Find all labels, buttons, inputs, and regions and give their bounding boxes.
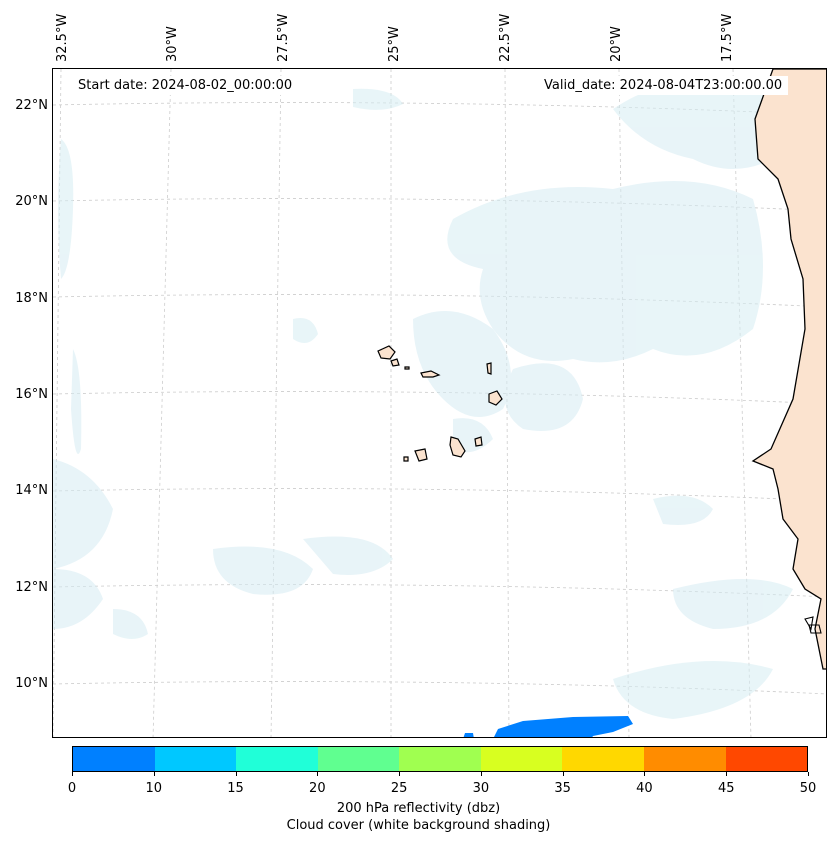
- lon-label-30W: 30°W: [165, 26, 180, 62]
- meridian: [504, 69, 510, 737]
- colorbar: [72, 746, 808, 772]
- lon-label-20W: 20°W: [609, 26, 624, 62]
- island-sao-nicolau: [420, 370, 441, 378]
- island-sal: [486, 362, 492, 375]
- cloud-patch: [53, 459, 113, 569]
- island-sao-vicente: [390, 358, 400, 367]
- start-date-label: Start date: 2024-08-02_00:00:00: [72, 76, 299, 95]
- lon-label-22.5W: 22.5°W: [498, 13, 513, 62]
- colorbar-segment: [399, 747, 481, 771]
- colorbar-segment: [480, 747, 563, 771]
- meridian: [618, 69, 630, 737]
- lat-label-10N: 10°N: [15, 676, 48, 691]
- lon-label-17.5W: 17.5°W: [720, 13, 735, 62]
- colorbar-tick-label: 30: [472, 781, 490, 796]
- graticule: [53, 69, 826, 737]
- cloud-patch: [413, 311, 511, 417]
- colorbar-segment: [317, 747, 400, 771]
- island-boa-vista: [488, 390, 503, 406]
- island-santa-luzia: [404, 366, 410, 370]
- lon-label-27.5W: 27.5°W: [276, 13, 291, 62]
- colorbar-tickmark: [72, 772, 73, 776]
- parallel: [53, 488, 826, 502]
- island-santiago: [449, 436, 466, 458]
- meridian: [732, 69, 752, 737]
- lon-label-25W: 25°W: [387, 26, 402, 62]
- colorbar-tickmark: [480, 772, 482, 776]
- cloud-patch: [303, 536, 393, 575]
- colorbar-tick-label: 45: [717, 781, 735, 796]
- cloud-patch: [58, 139, 74, 279]
- parallel: [53, 584, 826, 598]
- cloud-patch: [613, 661, 773, 719]
- cloud-patch: [673, 579, 793, 629]
- cloud-patch: [447, 181, 763, 363]
- colorbar-tick-label: 10: [145, 781, 163, 796]
- colorbar-tick-label: 40: [636, 781, 653, 796]
- cloud-patch: [213, 546, 313, 595]
- colorbar-tickmark: [644, 772, 646, 776]
- colorbar-segment: [73, 747, 155, 771]
- cloud-patch: [353, 88, 403, 110]
- island-brava: [403, 456, 409, 462]
- echo-small: [463, 733, 474, 737]
- colorbar-tickmark: [562, 772, 564, 776]
- colorbar-segment: [562, 747, 644, 771]
- colorbar-tick-label: 15: [227, 781, 244, 796]
- coastal-islands: [804, 616, 822, 634]
- parallel: [53, 102, 826, 116]
- colorbar-tickmark: [317, 772, 319, 776]
- cloud-patch: [505, 363, 583, 431]
- colorbar-segment: [236, 747, 318, 771]
- cloud-patch: [113, 609, 148, 639]
- colorbar-tickmark: [808, 772, 809, 776]
- coastal-island: [804, 616, 814, 631]
- island-fogo: [414, 448, 428, 462]
- map-panel[interactable]: [52, 68, 827, 738]
- cloud-patch: [453, 418, 493, 453]
- cloud-patch: [613, 77, 780, 169]
- lon-label-32.5W: 32.5°W: [55, 13, 70, 62]
- parallel: [53, 294, 826, 308]
- colorbar-tickmark: [399, 772, 401, 776]
- reflectivity-echo: [463, 716, 633, 737]
- coastal-island: [808, 624, 822, 634]
- colorbar-tick-label: 25: [390, 781, 408, 796]
- colorbar-label: 200 hPa reflectivity (dbz): [336, 801, 501, 816]
- island-maio: [474, 436, 483, 447]
- lat-label-14N: 14°N: [15, 483, 48, 498]
- colorbar-tick-label: 50: [799, 781, 817, 796]
- colorbar-sublabel: Cloud cover (white background shading): [286, 818, 551, 833]
- colorbar-segment: [643, 747, 726, 771]
- valid-date-label: Valid_date: 2024-08-04T23:00:00.00: [538, 76, 789, 95]
- colorbar-tick-label: 0: [67, 781, 77, 796]
- island-santo-antao: [377, 345, 396, 360]
- map-canvas[interactable]: [53, 69, 827, 738]
- echo-main: [494, 716, 633, 737]
- meridian: [152, 69, 172, 737]
- colorbar-tick-label: 35: [554, 781, 571, 796]
- cloud-patch: [653, 495, 713, 525]
- colorbar-tickmark: [235, 772, 237, 776]
- africa-landmass: [751, 69, 826, 670]
- lat-label-16N: 16°N: [15, 387, 48, 402]
- parallel: [53, 681, 826, 695]
- meridian: [270, 69, 282, 737]
- cloud-cover: [53, 77, 793, 719]
- colorbar-segment: [154, 747, 237, 771]
- parallel: [53, 391, 826, 405]
- parallel: [53, 198, 826, 212]
- lat-label-22N: 22°N: [15, 98, 48, 113]
- lat-label-18N: 18°N: [15, 291, 48, 306]
- cloud-patch: [71, 349, 82, 454]
- cape-verde-islands: [377, 345, 503, 462]
- colorbar-tick-label: 20: [309, 781, 326, 796]
- cloud-patch: [293, 318, 318, 343]
- lat-label-20N: 20°N: [15, 194, 48, 209]
- lat-label-12N: 12°N: [15, 580, 48, 595]
- cloud-patch: [53, 569, 103, 629]
- colorbar-tickmark: [726, 772, 728, 776]
- colorbar-tickmark: [153, 772, 155, 776]
- colorbar-segment: [725, 747, 808, 771]
